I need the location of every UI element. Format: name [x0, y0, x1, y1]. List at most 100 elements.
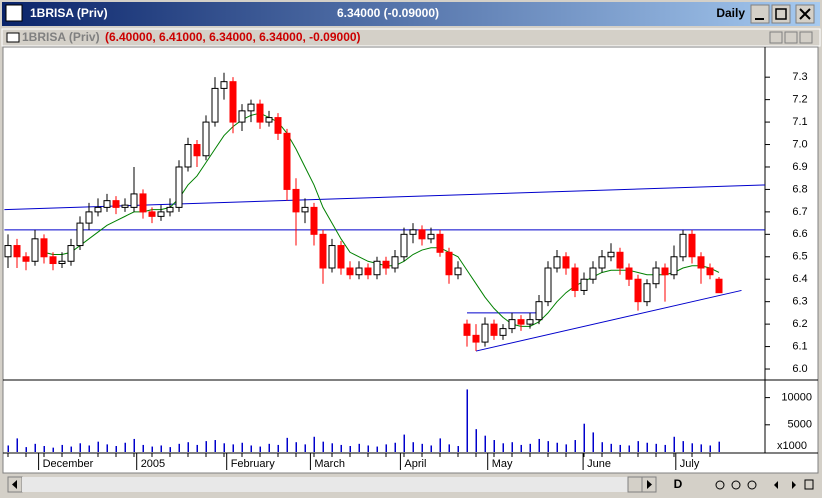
volume-bar	[115, 446, 117, 452]
candle-body	[310, 206, 318, 235]
volume-bar	[511, 442, 513, 452]
candle-body	[121, 204, 129, 208]
volume-bar	[250, 445, 252, 452]
x-tick-label: June	[587, 458, 611, 470]
period: Daily	[716, 6, 745, 20]
candle-body	[715, 278, 723, 294]
candle-body	[112, 200, 120, 208]
panel-max[interactable]	[784, 31, 798, 44]
volume-bar	[718, 441, 720, 452]
candle-body	[256, 103, 264, 123]
candle-body	[184, 144, 192, 168]
y-tick-label: 5000	[788, 419, 812, 431]
candle-body	[454, 267, 462, 276]
candle-body	[517, 319, 525, 325]
trendline	[475, 289, 742, 352]
volume-bar	[97, 441, 99, 452]
candle-body	[571, 267, 579, 291]
candle-body	[697, 256, 705, 269]
volume-bar	[25, 447, 27, 452]
maximize-button[interactable]	[771, 4, 791, 24]
panel-icon	[6, 32, 20, 43]
period-button[interactable]: D	[674, 477, 683, 491]
volume-bar	[367, 445, 369, 452]
volume-bar	[232, 444, 234, 452]
y-tick-label: 6.2	[792, 318, 807, 330]
candle-body	[301, 206, 309, 213]
candle-body	[670, 256, 678, 276]
candle-body	[652, 267, 660, 285]
menu-icon[interactable]	[804, 479, 814, 490]
candle-body	[229, 81, 237, 123]
volume-bar	[592, 432, 594, 452]
y-tick-label: 7.0	[792, 138, 807, 150]
volume-bar	[691, 443, 693, 452]
volume-bar	[196, 444, 198, 452]
volume-bar	[475, 429, 477, 452]
volume-bar	[79, 443, 81, 452]
candle-body	[211, 87, 219, 123]
x-tick-label: July	[680, 458, 700, 470]
volume-bar	[160, 445, 162, 452]
icon	[775, 8, 787, 20]
candle-body	[22, 256, 30, 262]
minimize-button[interactable]	[750, 4, 770, 24]
volume-bar	[538, 438, 540, 452]
candle-body	[13, 245, 21, 258]
volume-bar	[286, 437, 288, 452]
candle-body	[400, 233, 408, 258]
candle-body	[526, 319, 534, 325]
candle-body	[220, 81, 228, 89]
volume-bar	[34, 443, 36, 452]
volume-bar	[637, 441, 639, 452]
candle-body	[589, 267, 597, 280]
scroll-thumb[interactable]	[627, 476, 643, 493]
icon	[12, 480, 17, 489]
candle-body	[139, 193, 147, 213]
volume-bar	[601, 442, 603, 452]
volume-bar	[241, 442, 243, 452]
y-tick-label: 6.7	[792, 206, 807, 218]
candle-body	[355, 267, 363, 276]
volume-bar	[583, 423, 585, 452]
volume-bar	[340, 444, 342, 452]
x-tick-label: April	[404, 458, 426, 470]
volume-bar	[457, 446, 459, 452]
candle-body	[607, 251, 615, 258]
toolbar-icons	[715, 479, 814, 490]
zoom-icon[interactable]	[715, 480, 725, 490]
panel-min[interactable]	[769, 31, 783, 44]
candle-body	[328, 245, 336, 269]
candle-body	[166, 206, 174, 213]
panel-close[interactable]	[799, 31, 813, 44]
zoom-out-icon[interactable]	[731, 480, 741, 490]
moving-average	[43, 112, 720, 327]
candle-body	[292, 188, 300, 213]
x-tick-label: 2005	[141, 458, 165, 470]
window-buttons	[750, 4, 815, 24]
candle-body	[67, 245, 75, 262]
icon	[799, 8, 811, 20]
candle-body	[391, 256, 399, 269]
candle-body	[364, 267, 372, 276]
volume-bar	[430, 445, 432, 452]
volume-bar	[106, 444, 108, 452]
x-tick-label: December	[43, 458, 94, 470]
scroll-track[interactable]	[22, 477, 642, 492]
candle-body	[337, 245, 345, 269]
candle-body	[688, 233, 696, 258]
y-tick-label: 6.3	[792, 296, 807, 308]
volume-bar	[142, 444, 144, 452]
volume-bar	[187, 442, 189, 452]
candle-body	[634, 278, 642, 303]
candle-body	[148, 211, 156, 217]
volume-bar	[412, 442, 414, 452]
y-tick-label: 6.0	[792, 363, 807, 375]
candle-body	[274, 117, 282, 134]
zoom-in-icon[interactable]	[747, 480, 757, 490]
app-icon	[5, 4, 23, 22]
volume-bar	[376, 446, 378, 452]
volume-bar	[295, 442, 297, 452]
y-tick-label: 6.4	[792, 273, 807, 285]
candle-body	[535, 301, 543, 321]
